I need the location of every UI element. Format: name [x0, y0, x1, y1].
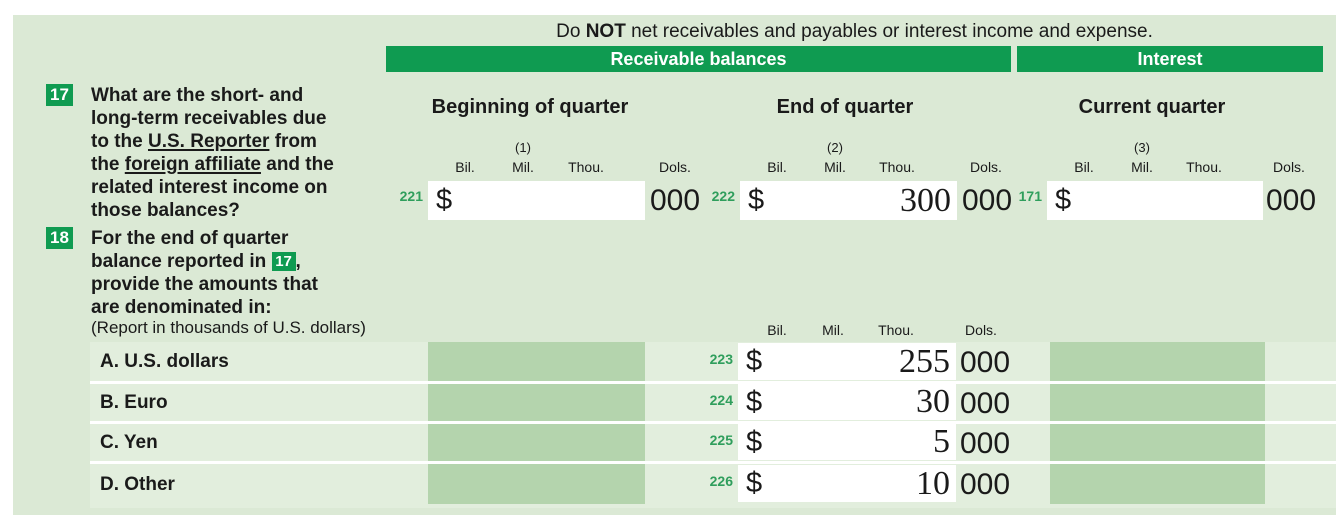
- item-code-224: 224: [709, 392, 733, 408]
- no-entry-cell: [1050, 424, 1265, 461]
- q18-ref-17-badge: 17: [271, 252, 296, 271]
- unit-label-mil: Mil.: [822, 322, 844, 338]
- preprinted-zeros-223: 000: [960, 346, 1011, 379]
- dollar-sign: $: [746, 467, 763, 499]
- no-entry-cell: [428, 342, 645, 381]
- dollar-sign: $: [748, 184, 765, 216]
- no-netting-notice: Do NOT net receivables and payables or i…: [386, 21, 1323, 43]
- entry-value-222: 300: [900, 181, 951, 219]
- row-label-us-dollars: A. U.S. dollars: [100, 351, 229, 372]
- question-18-text: For the end of quarter balance reported …: [91, 227, 349, 319]
- entry-box-171-current-quarter-interest[interactable]: $: [1047, 181, 1263, 220]
- no-entry-cell: [1050, 464, 1265, 504]
- q17-term-us-reporter: U.S. Reporter: [148, 131, 270, 152]
- no-entry-cell: [428, 464, 645, 504]
- unit-label-dols: Dols.: [659, 159, 691, 175]
- preprinted-zeros-222: 000: [962, 184, 1013, 217]
- unit-label-mil: Mil.: [1131, 159, 1153, 175]
- column-title-end-of-quarter: End of quarter: [776, 96, 914, 118]
- q17-text-1: What are the short- and long-term receiv…: [91, 85, 327, 152]
- unit-label-bil: Bil.: [1074, 159, 1094, 175]
- no-entry-cell: [1050, 384, 1265, 421]
- entry-box-224-euro[interactable]: $ 30: [738, 383, 956, 420]
- row-separator: [90, 461, 1336, 464]
- entry-box-226-other[interactable]: $ 10: [738, 465, 956, 502]
- preprinted-zeros-225: 000: [960, 427, 1011, 460]
- unit-label-mil: Mil.: [512, 159, 534, 175]
- preprinted-zeros-171: 000: [1266, 184, 1317, 217]
- unit-label-bil: Bil.: [455, 159, 475, 175]
- item-code-225: 225: [709, 432, 733, 448]
- preprinted-zeros-226: 000: [960, 468, 1011, 501]
- notice-pre: Do: [556, 21, 586, 42]
- q17-text-3: and the related interest income on those…: [91, 154, 334, 221]
- entry-value-226: 10: [916, 464, 950, 502]
- entry-value-223: 255: [899, 342, 950, 380]
- dollar-sign: $: [746, 345, 763, 377]
- section-header-interest: Interest: [1017, 46, 1323, 72]
- item-code-223: 223: [709, 351, 733, 367]
- dollar-sign: $: [1055, 184, 1072, 216]
- section-label-interest: Interest: [1137, 48, 1203, 69]
- item-code-171: 171: [1018, 188, 1042, 204]
- unit-label-thou: Thou.: [1186, 159, 1222, 175]
- column-ref-1: (1): [515, 140, 531, 155]
- section-label-receivables: Receivable balances: [610, 48, 787, 69]
- q18-text-1: For the end of quarter balance reported …: [91, 228, 289, 272]
- entry-box-221-beginning-of-quarter[interactable]: $: [428, 181, 645, 220]
- question-17-badge: 17: [46, 84, 73, 106]
- q18-text-2: , provide the amounts that are denominat…: [91, 251, 318, 318]
- unit-label-dols: Dols.: [970, 159, 1002, 175]
- q17-term-foreign-affiliate: foreign affiliate: [124, 154, 261, 175]
- notice-bold: NOT: [585, 21, 626, 42]
- section-header-receivable-balances: Receivable balances: [386, 46, 1011, 72]
- notice-post: net receivables and payables or interest…: [625, 21, 1153, 42]
- unit-label-dols: Dols.: [965, 322, 997, 338]
- unit-label-thou: Thou.: [568, 159, 604, 175]
- column-title-current-quarter: Current quarter: [1078, 96, 1226, 118]
- no-entry-cell: [1050, 342, 1265, 381]
- item-code-226: 226: [709, 473, 733, 489]
- q17-text-2: from the: [91, 131, 317, 175]
- question-18-note: (Report in thousands of U.S. dollars): [91, 318, 366, 337]
- row-label-other: D. Other: [100, 474, 175, 495]
- item-code-222: 222: [711, 188, 735, 204]
- dollar-sign: $: [436, 184, 453, 216]
- question-18-badge: 18: [46, 227, 73, 249]
- row-label-euro: B. Euro: [100, 392, 168, 413]
- entry-box-223-us-dollars[interactable]: $ 255: [738, 343, 956, 380]
- dollar-sign: $: [746, 425, 763, 458]
- entry-value-224: 30: [916, 383, 950, 420]
- preprinted-zeros-221: 000: [650, 184, 701, 217]
- item-code-221: 221: [399, 188, 423, 204]
- column-ref-2: (2): [827, 140, 843, 155]
- column-title-beginning-of-quarter: Beginning of quarter: [431, 96, 629, 118]
- entry-box-225-yen[interactable]: $ 5: [738, 423, 956, 460]
- unit-label-dols: Dols.: [1273, 159, 1305, 175]
- no-entry-cell: [428, 424, 645, 461]
- column-ref-3: (3): [1134, 140, 1150, 155]
- dollar-sign: $: [746, 385, 763, 418]
- no-entry-cell: [428, 384, 645, 421]
- unit-label-thou: Thou.: [879, 159, 915, 175]
- question-17-text: What are the short- and long-term receiv…: [91, 84, 349, 222]
- entry-box-222-end-of-quarter[interactable]: $ 300: [740, 181, 957, 220]
- row-separator: [90, 381, 1336, 384]
- unit-label-thou: Thou.: [878, 322, 914, 338]
- preprinted-zeros-224: 000: [960, 387, 1011, 420]
- row-label-yen: C. Yen: [100, 432, 158, 453]
- row-separator: [90, 421, 1336, 424]
- unit-label-bil: Bil.: [767, 159, 787, 175]
- unit-label-bil: Bil.: [767, 322, 787, 338]
- unit-label-mil: Mil.: [824, 159, 846, 175]
- entry-value-225: 5: [933, 423, 950, 460]
